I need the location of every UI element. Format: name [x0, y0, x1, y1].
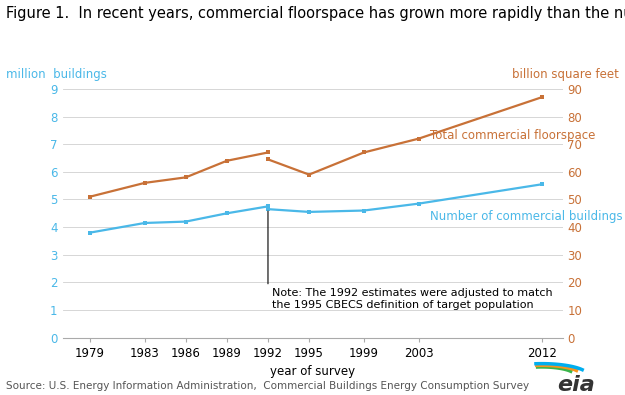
Text: Figure 1.  In recent years, commercial floorspace has grown more rapidly than th: Figure 1. In recent years, commercial fl… [6, 6, 625, 21]
Text: Source: U.S. Energy Information Administration,  Commercial Buildings Energy Con: Source: U.S. Energy Information Administ… [6, 381, 529, 391]
Text: Note: The 1992 estimates were adjusted to match
the 1995 CBECS definition of tar: Note: The 1992 estimates were adjusted t… [272, 288, 552, 310]
Text: Number of commercial buildings: Number of commercial buildings [429, 210, 622, 223]
Text: eia: eia [558, 375, 596, 395]
Text: million  buildings: million buildings [6, 68, 107, 81]
X-axis label: year of survey: year of survey [270, 365, 355, 378]
Text: Total commercial floorspace: Total commercial floorspace [429, 130, 595, 142]
Text: billion square feet: billion square feet [512, 68, 619, 81]
